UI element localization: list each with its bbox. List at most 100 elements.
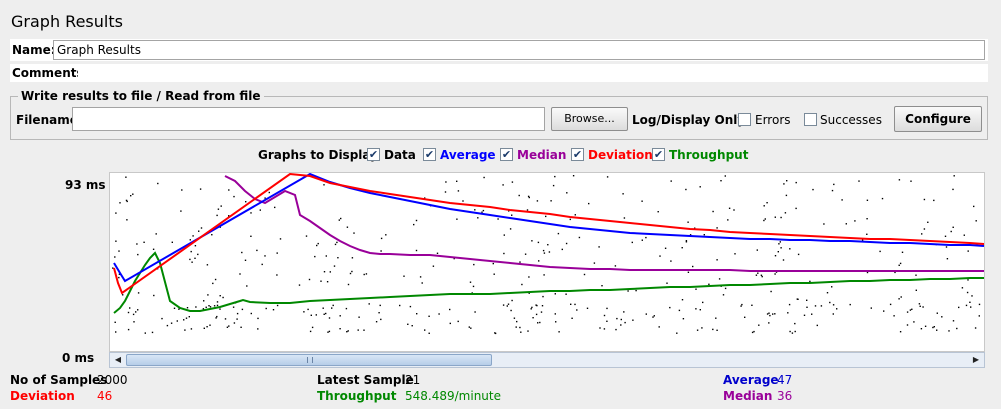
data-point — [207, 294, 209, 296]
data-point — [692, 265, 694, 268]
data-point — [411, 325, 413, 327]
data-point — [561, 248, 563, 251]
data-point — [203, 327, 205, 329]
data-point — [694, 227, 696, 229]
data-point — [571, 317, 573, 319]
data-point — [421, 282, 423, 284]
data-point — [380, 237, 383, 240]
data-point — [586, 307, 589, 309]
data-point — [510, 309, 512, 312]
data-point — [543, 274, 545, 276]
data-point — [664, 247, 667, 249]
average-line — [113, 172, 985, 283]
throughput-checkbox[interactable]: ✔ — [652, 148, 665, 161]
data-point — [445, 181, 447, 183]
data-point — [323, 313, 325, 315]
throughput-option-label: Throughput — [669, 148, 749, 162]
comments-field[interactable] — [78, 65, 986, 81]
errors-checkbox[interactable] — [738, 113, 751, 126]
data-point — [666, 282, 668, 284]
data-point — [511, 214, 513, 216]
data-point — [829, 301, 831, 304]
data-point — [911, 308, 913, 310]
data-point — [921, 233, 923, 235]
configure-button[interactable]: Configure — [894, 106, 982, 132]
data-point — [537, 322, 539, 324]
data-point — [325, 312, 327, 315]
data-point — [795, 207, 797, 210]
data-point — [733, 209, 735, 211]
name-field[interactable]: Graph Results — [53, 40, 985, 60]
data-point — [774, 255, 777, 257]
data-point — [653, 315, 655, 317]
data-point — [975, 220, 977, 222]
data-point — [170, 322, 173, 324]
data-point — [216, 214, 218, 217]
data-point — [215, 317, 217, 319]
data-point — [349, 272, 352, 275]
median-checkbox[interactable]: ✔ — [500, 148, 513, 161]
data-point — [774, 313, 776, 315]
data-point — [338, 219, 340, 221]
data-checkbox[interactable]: ✔ — [367, 148, 380, 161]
data-point — [811, 313, 813, 315]
data-point — [899, 331, 902, 333]
data-point — [456, 218, 458, 220]
data-point — [784, 212, 787, 214]
data-point — [950, 230, 952, 233]
scrollbar-thumb[interactable] — [126, 354, 492, 366]
browse-button[interactable]: Browse... — [551, 107, 628, 131]
data-point — [782, 259, 785, 261]
data-point — [678, 309, 681, 312]
data-point — [195, 306, 197, 308]
data-point — [184, 329, 186, 331]
data-point — [770, 290, 772, 293]
data-point — [419, 276, 422, 278]
average-checkbox[interactable]: ✔ — [423, 148, 436, 161]
data-point — [641, 200, 643, 202]
data-point — [958, 306, 960, 309]
data-point — [961, 287, 964, 289]
filename-input[interactable] — [72, 107, 545, 131]
data-point — [358, 316, 360, 318]
scroll-left-arrow-icon[interactable]: ◀ — [114, 355, 122, 364]
data-point — [133, 321, 135, 323]
data-point — [554, 293, 556, 295]
data-point — [849, 303, 851, 306]
data-point — [945, 246, 948, 248]
data-point — [368, 303, 370, 305]
data-point — [453, 257, 455, 260]
data-point — [806, 299, 808, 301]
data-point — [309, 330, 312, 333]
data-point — [155, 233, 157, 235]
data-point — [536, 200, 539, 202]
data-point — [578, 236, 581, 239]
scroll-right-arrow-icon[interactable]: ▶ — [972, 355, 980, 364]
data-point — [944, 235, 947, 237]
data-point — [936, 329, 938, 331]
data-point — [764, 218, 766, 220]
data-point — [554, 313, 556, 315]
graph-scrollbar[interactable]: ◀ ▶ — [109, 352, 985, 368]
data-point — [635, 289, 637, 292]
data-point — [539, 321, 541, 324]
data-point — [606, 307, 608, 310]
deviation-checkbox[interactable]: ✔ — [571, 148, 584, 161]
data-point — [528, 196, 530, 199]
data-point — [494, 332, 497, 335]
data-point — [572, 175, 575, 177]
data-point — [603, 314, 606, 317]
data-point — [233, 195, 235, 198]
data-point — [246, 285, 248, 287]
data-point — [132, 193, 134, 195]
successes-checkbox[interactable] — [804, 113, 817, 126]
data-point — [833, 183, 835, 186]
data-point — [189, 258, 191, 261]
data-point — [315, 314, 317, 316]
page-title: Graph Results — [11, 12, 123, 31]
data-point — [515, 326, 517, 328]
data-point — [409, 305, 412, 308]
data-point — [870, 307, 872, 309]
data-point — [922, 306, 924, 308]
data-point — [198, 230, 200, 232]
